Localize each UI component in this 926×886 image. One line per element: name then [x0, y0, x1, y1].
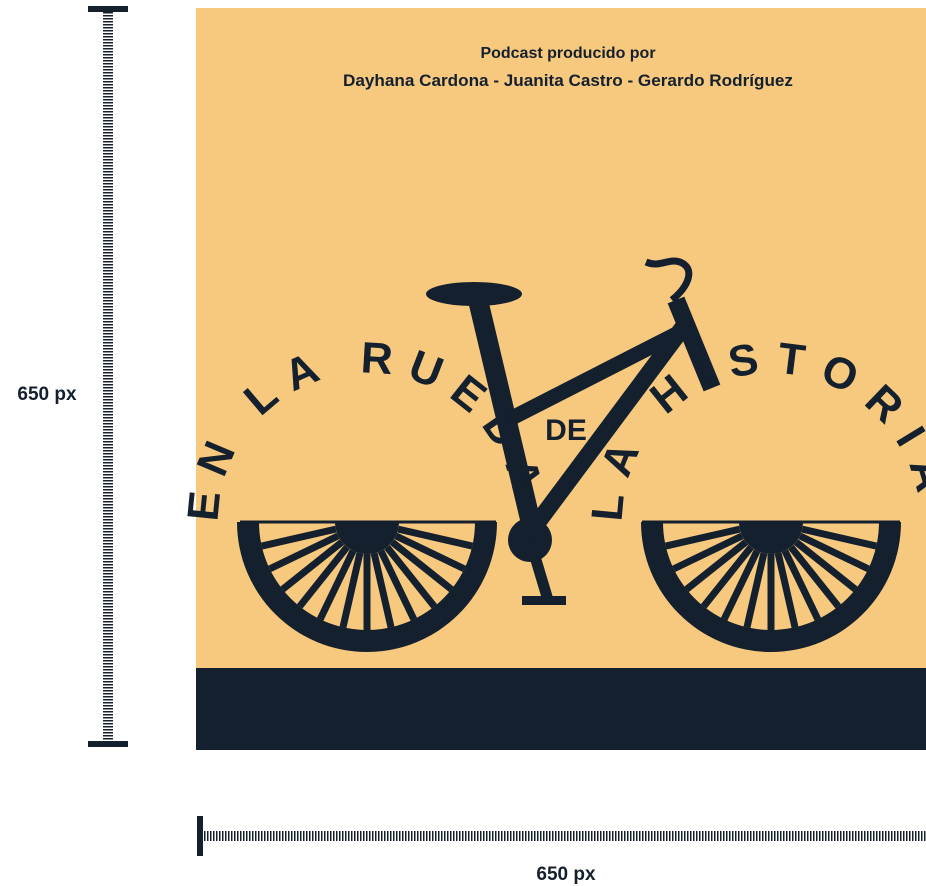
height-label: 650 px	[17, 384, 77, 405]
vertical-ruler	[88, 6, 128, 747]
page: 650 px 650 px Podcast producido por Dayh…	[0, 0, 926, 886]
title-middle: DE	[545, 414, 587, 447]
credits: Dayhana Cardona - Juanita Castro - Gerar…	[343, 71, 793, 90]
credit-intro: Podcast producido por	[480, 45, 655, 62]
width-label: 650 px	[536, 864, 596, 885]
horizontal-ruler	[197, 816, 926, 856]
poster: Podcast producido por Dayhana Cardona - …	[178, 8, 926, 750]
